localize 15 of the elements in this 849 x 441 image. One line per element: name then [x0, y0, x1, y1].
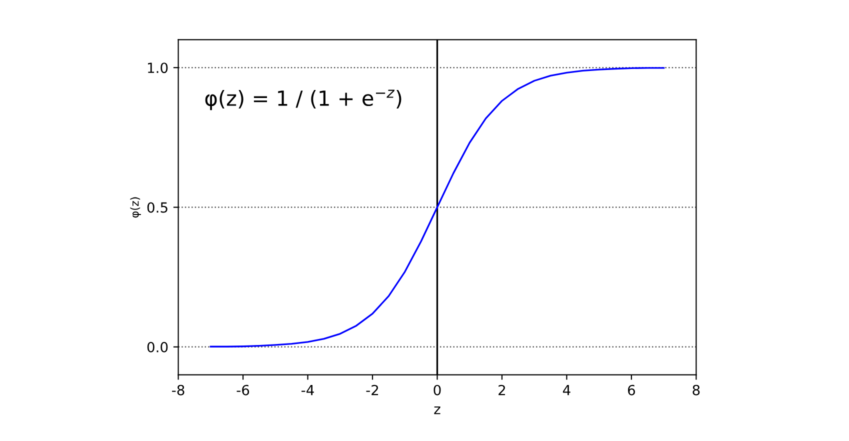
x-tick-label: -2 [366, 384, 378, 396]
y-axis-title: φ(z) [130, 197, 141, 218]
x-axis-title: z [434, 406, 440, 414]
x-tick-label: -4 [302, 385, 314, 396]
x-tick-label: -8 [172, 384, 184, 396]
annotation: φ(z) = 1 / (1 + e$^{−z}$) [205, 90, 402, 110]
x-tick-label: 0 [434, 384, 441, 396]
x-tick-label: 4 [562, 385, 570, 396]
x-tick-label: 6 [628, 384, 635, 396]
x-tick-label: -6 [236, 384, 250, 396]
y-tick-label: 1.0 [148, 62, 168, 74]
y-tick-label: 0.0 [147, 342, 168, 352]
x-tick-label: 8 [692, 384, 700, 396]
y-tick-label: 0.5 [147, 202, 168, 213]
x-tick-label: 2 [498, 384, 505, 396]
